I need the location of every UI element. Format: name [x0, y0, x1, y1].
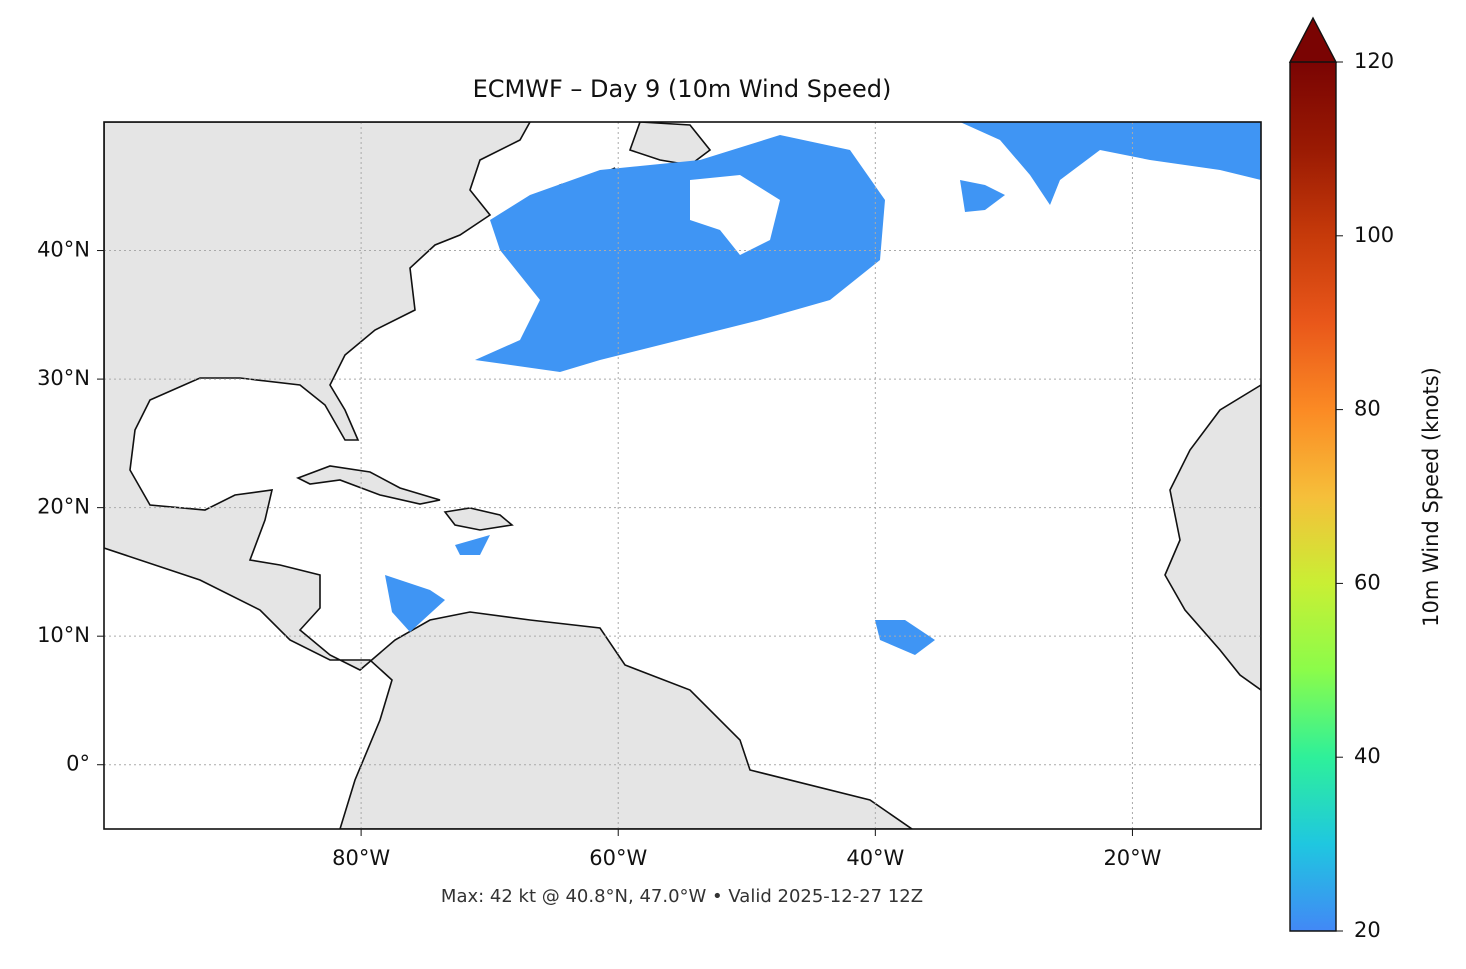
colorbar-tick-label: 120: [1354, 49, 1394, 73]
colorbar-frame: [1289, 62, 1337, 932]
y-tick-label: 30°N: [37, 366, 90, 390]
colorbar-tick-label: 100: [1354, 223, 1394, 247]
wind-patch: [875, 620, 935, 655]
y-tick-label: 10°N: [37, 623, 90, 647]
colorbar-tick-label: 80: [1354, 397, 1381, 421]
calm-area: [690, 175, 780, 255]
map-frame: [103, 121, 1262, 830]
footer-note: Max: 42 kt @ 40.8°N, 47.0°W • Valid 2025…: [441, 886, 923, 907]
africa: [1164, 384, 1261, 691]
graticule: 80°W 60°W 40°W 20°W 0° 10°N 20°N 30°N 40°N: [37, 122, 1261, 870]
wind-swath: [475, 135, 885, 372]
wind-patch: [385, 575, 445, 632]
wind-patch: [960, 180, 1005, 212]
wind-swath: [960, 122, 1261, 205]
americas: [104, 122, 914, 829]
x-tick-label: 80°W: [332, 846, 390, 870]
colorbar-extend: [1288, 16, 1338, 63]
y-tick-label: 0°: [66, 752, 90, 776]
x-tick-label: 40°W: [846, 846, 904, 870]
colorbar-tick-label: 20: [1354, 918, 1381, 942]
y-tick-label: 20°N: [37, 495, 90, 519]
y-tick-label: 40°N: [37, 238, 90, 262]
x-tick-label: 20°W: [1103, 846, 1161, 870]
map-area: [104, 122, 1261, 829]
colorbar-label: 10m Wind Speed (knots): [1419, 367, 1443, 627]
colorbar-tick-label: 40: [1354, 744, 1381, 768]
wind-patch: [455, 535, 490, 555]
colorbar-ticks: 20 40 60 80 100 120: [1336, 49, 1394, 942]
cuba: [296, 465, 441, 505]
colorbar: [1290, 62, 1336, 931]
x-tick-label: 60°W: [589, 846, 647, 870]
colorbar-tick-label: 60: [1354, 570, 1381, 594]
map-title: ECMWF – Day 9 (10m Wind Speed): [473, 75, 892, 103]
